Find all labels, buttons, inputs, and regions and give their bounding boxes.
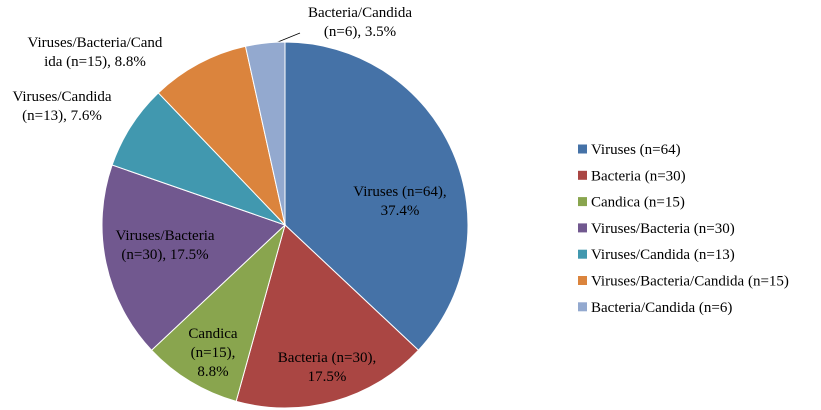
pie-slice [235,224,420,409]
data-label: Viruses/Bacteria (n=30), 17.5% [115,228,214,263]
legend-label: Viruses/Bacteria (n=30) [591,221,735,237]
legend-swatch [578,170,587,180]
data-label: Bacteria (n=30), 17.5% [278,350,376,385]
legend-swatch [578,249,587,259]
pie-slice [284,41,469,351]
legend-swatch [578,197,587,207]
legend-label: Candica (n=15) [591,195,685,211]
data-label: Viruses/Bacteria/Cand ida (n=15), 8.8% [28,35,163,70]
legend-swatch [578,223,587,233]
data-label: Viruses (n=64), 37.4% [353,184,446,219]
legend-label: Viruses/Bacteria/Candida (n=15) [591,274,789,290]
legend-swatch [578,144,587,154]
data-label: Candica (n=15), 8.8% [188,326,237,380]
pie-slice [244,41,286,226]
data-label: Viruses/Candida (n=13), 7.6% [12,89,111,124]
pie-slice [101,164,286,351]
legend-label: Viruses (n=64) [591,142,681,158]
legend-swatch [578,302,587,312]
legend-swatch [578,276,587,285]
pie-slice [157,45,286,227]
data-label: Bacteria/Candida (n=6), 3.5% [308,5,412,40]
legend-label: Bacteria/Candida (n=6) [591,300,732,316]
pie-slice [150,223,286,402]
legend-label: Viruses/Candida (n=13) [591,247,735,263]
legend-label: Bacteria (n=30) [591,168,686,184]
